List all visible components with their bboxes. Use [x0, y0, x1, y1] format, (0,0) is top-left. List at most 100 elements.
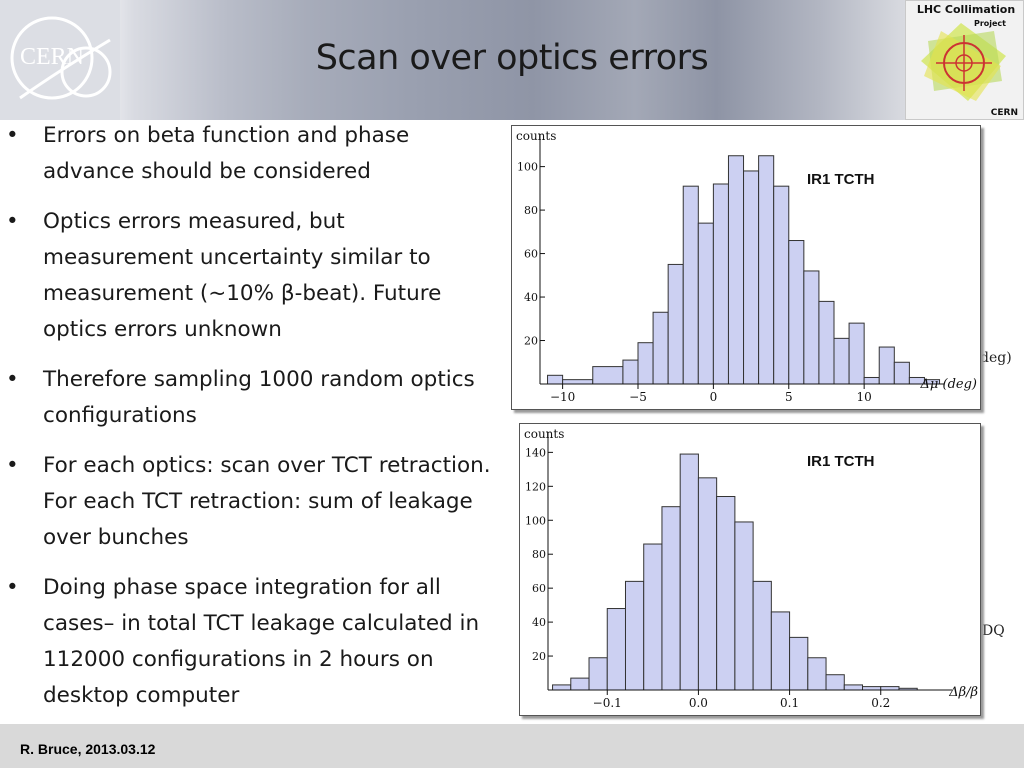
bullet-marker: • [6, 123, 19, 148]
histogram-bar [825, 674, 845, 691]
x-axis-label: Δμ (deg) [920, 377, 977, 392]
background-plot-label: deg) [980, 350, 1012, 366]
histogram-bar [588, 657, 608, 691]
histogram-bar [878, 346, 895, 385]
lhc-logo-line1: LHC Collimation [917, 3, 1015, 16]
bullet-marker: • [6, 453, 19, 478]
histogram-bar [734, 521, 754, 691]
lhc-logo-graphic: LHC Collimation Project CERN [917, 3, 1018, 118]
bullet-item: • Errors on beta function and phase adva… [6, 118, 496, 190]
histogram-bar [562, 379, 594, 385]
footer-author-date: R. Bruce, 2013.03.12 [20, 741, 156, 757]
lhc-logo-line3: CERN [991, 108, 1018, 118]
cern-logo: CERN [0, 0, 120, 120]
background-plot-label: DQ [982, 623, 1005, 639]
y-tick-label: 100 [517, 161, 538, 174]
y-tick-label: 20 [524, 335, 538, 348]
histogram-bar [552, 684, 572, 691]
histogram-bar [712, 183, 729, 385]
plot-annotation: IR1 TCTH [807, 171, 875, 188]
histogram-beta-beat-svg: −0.1 0.0 0.1 0.2 20 40 60 80 100 120 140 counts Δβ/β… [524, 427, 978, 710]
y-tick-label: 80 [524, 204, 538, 217]
histogram-bar [758, 155, 775, 385]
histogram-bar [716, 496, 736, 691]
bullet-list: • Errors on beta function and phase adva… [6, 118, 496, 728]
bullet-marker: • [6, 367, 19, 392]
histogram-bar [880, 686, 900, 691]
lhc-collimation-logo: LHC Collimation Project CERN [905, 0, 1024, 120]
histogram-bar [624, 580, 645, 691]
histogram-beta-beat: −0.1 0.0 0.1 0.2 20 40 60 80 100 120 140 counts Δβ/β… [519, 423, 981, 716]
histogram-bar [848, 322, 865, 385]
bullet-text: For each optics: scan over TCT retractio… [43, 453, 491, 550]
bullet-item: • Doing phase space integration for all … [6, 570, 496, 714]
histogram-bar [661, 506, 681, 691]
histogram-bar [570, 677, 590, 691]
y-tick-label: 100 [525, 514, 546, 527]
histogram-bar [773, 185, 790, 385]
histogram-bar [807, 657, 827, 691]
footer-bar: R. Bruce, 2013.03.12 [0, 724, 1024, 768]
histogram-bar [862, 686, 882, 691]
histogram-bar [727, 155, 745, 385]
histogram-bar [667, 263, 684, 385]
y-tick-label: 40 [532, 616, 546, 629]
bullet-text: Optics errors measured, but measurement … [43, 209, 442, 342]
title-bar [0, 0, 1024, 120]
x-tick-label: 10 [857, 390, 872, 404]
cern-logo-text: CERN [20, 44, 84, 70]
x-tick-label: 0.1 [780, 696, 799, 710]
x-tick-label: 0.2 [871, 696, 890, 710]
bullet-item: • Therefore sampling 1000 random optics … [6, 362, 496, 434]
bullet-text: Doing phase space integration for all ca… [43, 575, 480, 708]
histogram-bar [893, 361, 910, 385]
bullet-item: • For each optics: scan over TCT retract… [6, 448, 496, 556]
histogram-bar [697, 222, 714, 385]
histogram-bar [770, 611, 791, 691]
bullet-text: Therefore sampling 1000 random optics co… [43, 367, 475, 428]
histogram-phase-advance-svg: −10 −5 0 5 10 20 40 60 80 100 counts Δμ (deg) IR1 TC… [516, 129, 977, 404]
histogram-bar [743, 170, 760, 385]
y-tick-label: 20 [532, 650, 546, 663]
histogram-bar [833, 337, 850, 385]
y-tick-label: 140 [525, 446, 546, 459]
x-tick-label: 5 [785, 390, 793, 404]
histogram-bar [752, 580, 772, 691]
y-tick-label: 120 [525, 480, 546, 493]
cern-logo-graphic: CERN [10, 16, 112, 100]
histogram-bar [679, 453, 699, 691]
slide-title: Scan over optics errors [315, 38, 709, 78]
histogram-phase-advance: −10 −5 0 5 10 20 40 60 80 100 counts Δμ (deg) IR1 TC… [511, 125, 981, 410]
x-axis-label: Δβ/β [948, 685, 978, 700]
histogram-bar [843, 684, 864, 691]
histogram-bar [818, 300, 835, 385]
bullet-text: Errors on beta function and phase advanc… [43, 123, 410, 184]
histogram-bar [592, 366, 624, 385]
bullet-marker: • [6, 575, 19, 600]
x-tick-label: −0.1 [593, 696, 622, 710]
histogram-bar [788, 240, 805, 385]
x-tick-label: −5 [629, 390, 647, 404]
histogram-bar [789, 636, 809, 691]
histogram-bar [547, 374, 564, 385]
histogram-bar [803, 270, 820, 385]
y-axis-label: counts [516, 129, 556, 143]
histogram-bar [682, 185, 699, 385]
bullet-marker: • [6, 209, 19, 234]
x-tick-label: 0.0 [689, 696, 708, 710]
x-tick-label: −10 [550, 390, 575, 404]
y-axis-label: counts [524, 427, 564, 441]
y-tick-label: 40 [524, 291, 538, 304]
x-tick-label: 0 [710, 390, 718, 404]
histogram-bar [643, 543, 663, 691]
histogram-bar [606, 608, 626, 691]
plot-annotation: IR1 TCTH [807, 453, 875, 470]
histogram-bar [697, 477, 718, 691]
bullet-item: • Optics errors measured, but measuremen… [6, 204, 496, 348]
histogram-bar [863, 376, 880, 385]
histogram-bar [652, 311, 669, 385]
lhc-logo-line2: Project [974, 19, 1006, 28]
y-tick-label: 60 [524, 248, 538, 261]
y-tick-label: 80 [532, 548, 546, 561]
histogram-bar [622, 359, 639, 385]
